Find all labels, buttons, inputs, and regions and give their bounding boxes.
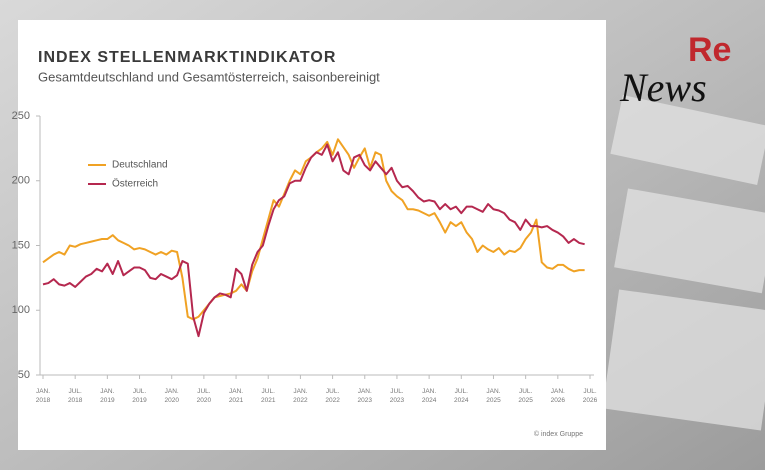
x-tick-label: JUL. 2020 (197, 388, 212, 404)
x-tick-label: JUL. 2025 (518, 388, 533, 404)
x-tick-label: JAN. 2020 (164, 388, 179, 404)
y-tick-label: 150 (12, 239, 30, 251)
logo-news: News (619, 65, 707, 110)
y-tick-label: 250 (12, 110, 30, 122)
logo-re: Re (688, 31, 731, 69)
x-tick-label: JUL. 2024 (454, 388, 469, 404)
x-tick-label: JAN. 2019 (100, 388, 115, 404)
x-tick-label: JUL. 2026 (583, 388, 598, 404)
x-tick-label: JAN. 2026 (551, 388, 566, 404)
x-tick-label: JUL. 2023 (390, 388, 405, 404)
line-series (42, 143, 585, 338)
x-tick-label: JAN. 2024 (422, 388, 437, 404)
plot: 50 100 150 200 250 JAN. 2018 JUL. 2018 JAN. 2019 JU… (12, 110, 598, 404)
legend-label: Deutschland (112, 160, 168, 171)
x-tick-label: JUL. 2022 (325, 388, 340, 404)
newspaper-texture (602, 95, 765, 431)
legend-label: Österreich (112, 178, 158, 190)
chart-subtitle: Gesamtdeutschland und Gesamtösterreich, … (38, 69, 380, 84)
x-tick-label: JUL. 2018 (68, 388, 83, 404)
y-tick-label: 200 (12, 175, 30, 187)
x-tick-label: JAN. 2023 (358, 388, 373, 404)
x-tick-label: JAN. 2025 (486, 388, 501, 404)
x-tick-label: JAN. 2022 (293, 388, 308, 404)
y-tick-label: 100 (12, 304, 30, 316)
x-tick-label: JUL. 2021 (261, 388, 276, 404)
y-tick-label: 50 (18, 369, 30, 381)
x-tick-label: JAN. 2021 (229, 388, 244, 404)
chart-panel (18, 20, 606, 450)
chart-title: INDEX STELLENMARKTINDIKATOR (38, 49, 336, 66)
x-tick-label: JAN. 2018 (36, 388, 51, 404)
x-tick-label: JUL. 2019 (132, 388, 147, 404)
source: © index Gruppe (534, 430, 583, 438)
